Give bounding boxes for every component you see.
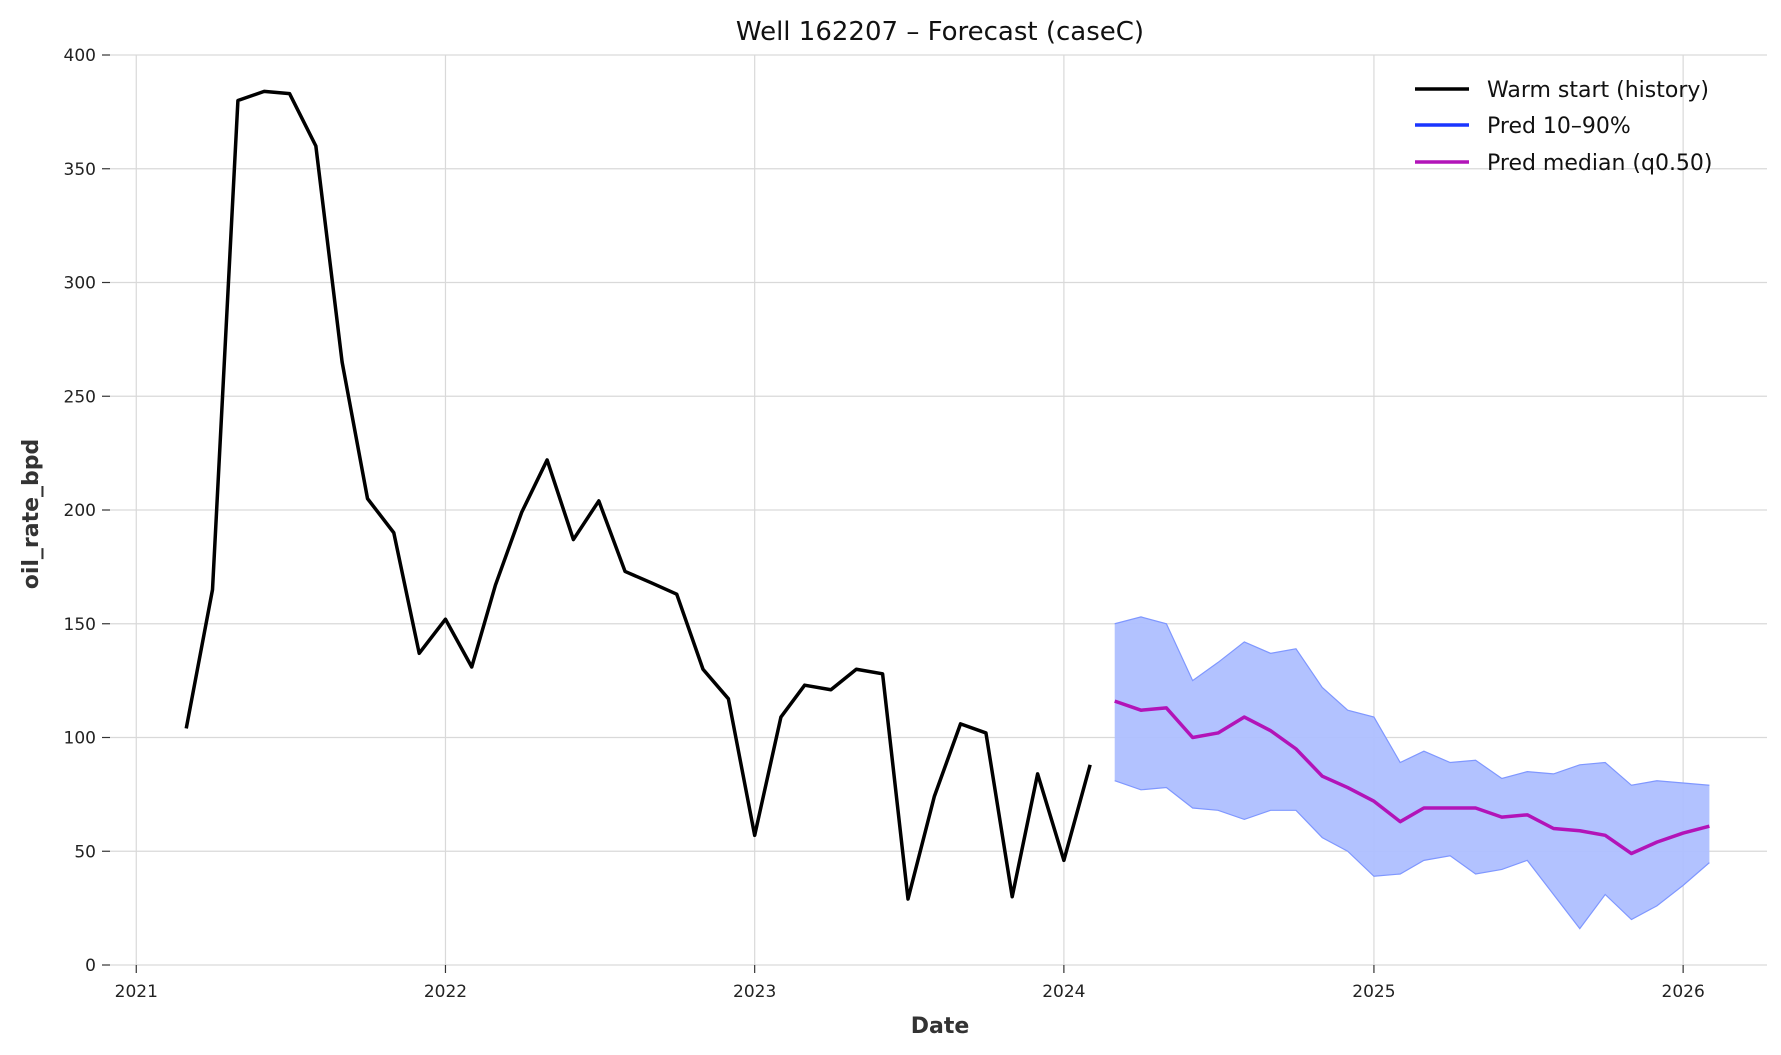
x-axis-label: Date <box>911 1014 970 1039</box>
y-tick-label: 50 <box>74 842 96 862</box>
y-tick-label: 150 <box>64 615 96 635</box>
tick-labels: 0 50 100 150 200 250 300 350 400 2021 2022 2023 2024… <box>64 46 1705 1002</box>
chart-title: Well 162207 – Forecast (caseC) <box>736 17 1144 47</box>
y-tick-label: 400 <box>64 46 96 66</box>
x-tick-label: 2023 <box>733 982 776 1002</box>
x-tick-label: 2022 <box>424 982 467 1002</box>
x-tick-label: 2024 <box>1042 982 1085 1002</box>
prediction-band-area <box>1114 616 1710 929</box>
legend-label-median: Pred median (q0.50) <box>1487 151 1713 176</box>
series-line-layer <box>184 89 1710 901</box>
x-tick-label: 2026 <box>1662 982 1705 1002</box>
prediction-band-layer <box>1114 616 1710 930</box>
y-tick-label: 200 <box>64 501 96 521</box>
y-tick-label: 350 <box>64 160 96 180</box>
x-tick-label: 2021 <box>115 982 158 1002</box>
prediction-band-upper-edge <box>1114 616 1710 786</box>
prediction-band-lower-edge <box>1114 780 1710 930</box>
y-tick-label: 0 <box>85 956 96 976</box>
legend-label-history: Warm start (history) <box>1487 78 1709 103</box>
y-tick-label: 250 <box>64 387 96 407</box>
history-line <box>184 89 1092 901</box>
legend: Warm start (history) Pred 10–90% Pred me… <box>1415 78 1713 176</box>
y-tick-label: 300 <box>64 274 96 294</box>
legend-label-band: Pred 10–90% <box>1487 114 1631 139</box>
median-line <box>1114 699 1710 856</box>
axes <box>102 54 1684 973</box>
y-axis-label: oil_rate_bpd <box>19 439 44 590</box>
y-tick-label: 100 <box>64 729 96 749</box>
x-tick-label: 2025 <box>1352 982 1395 1002</box>
